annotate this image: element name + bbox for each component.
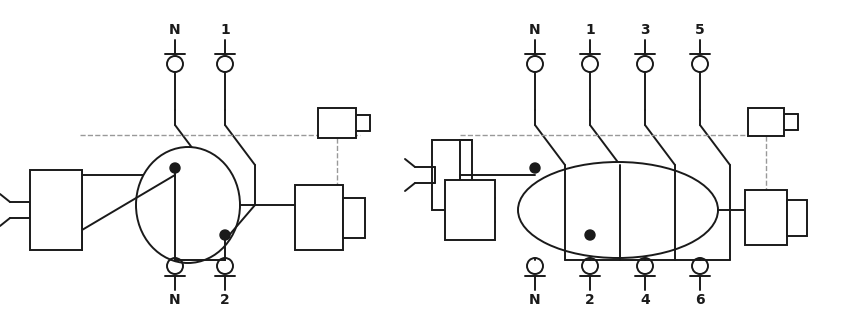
Bar xyxy=(787,199,807,236)
Bar xyxy=(343,197,365,238)
Circle shape xyxy=(530,163,540,173)
Text: N: N xyxy=(169,23,180,37)
Ellipse shape xyxy=(518,162,718,258)
Bar xyxy=(445,180,495,240)
Text: N: N xyxy=(169,293,180,307)
Text: 2: 2 xyxy=(220,293,230,307)
Text: 3: 3 xyxy=(640,23,650,37)
Text: 5: 5 xyxy=(695,23,705,37)
Text: N: N xyxy=(529,293,541,307)
Text: R: R xyxy=(463,201,476,219)
Circle shape xyxy=(220,230,230,240)
Text: N: N xyxy=(529,23,541,37)
Text: 6: 6 xyxy=(695,293,705,307)
Circle shape xyxy=(170,163,180,173)
Bar xyxy=(295,185,343,250)
Bar xyxy=(745,190,787,245)
Ellipse shape xyxy=(136,147,240,263)
Bar xyxy=(748,108,784,136)
Text: 1: 1 xyxy=(585,23,595,37)
Text: 2: 2 xyxy=(585,293,595,307)
Bar xyxy=(318,108,356,138)
Bar xyxy=(30,170,82,250)
Bar xyxy=(432,140,472,210)
Circle shape xyxy=(585,230,595,240)
Text: 1: 1 xyxy=(220,23,230,37)
Text: 4: 4 xyxy=(640,293,650,307)
